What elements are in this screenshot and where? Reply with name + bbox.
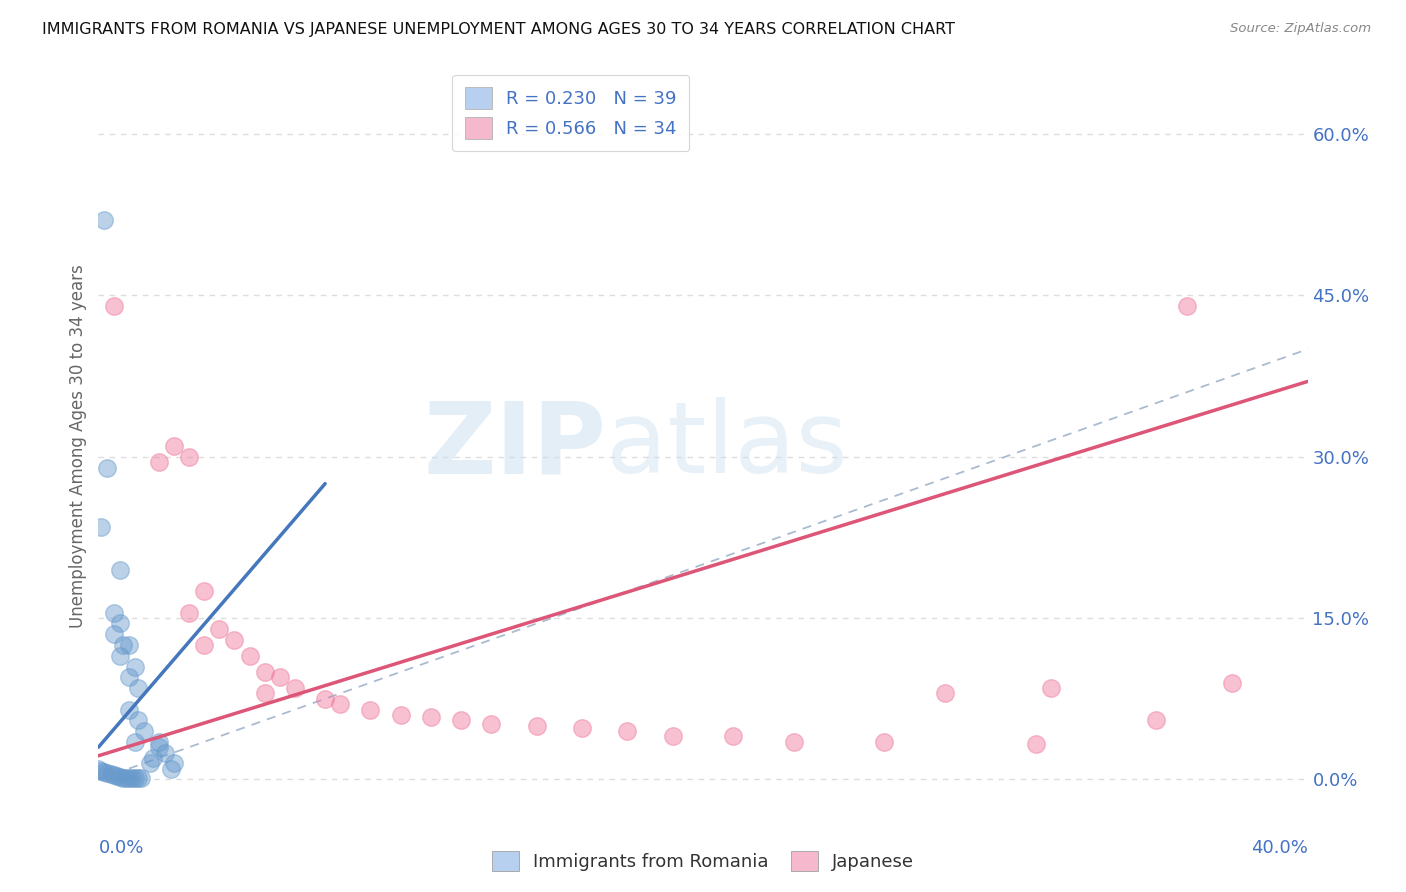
Point (111, 638, 134, 652)
Point (179, 606, 201, 620)
Point (148, 740, 170, 755)
Point (873, 735, 896, 749)
Point (118, 772, 141, 786)
Point (142, 751, 165, 765)
Point (1024, 737, 1046, 751)
Point (127, 714, 149, 728)
Point (108, 563, 131, 577)
Point (1144, 714, 1167, 728)
Point (661, 730, 683, 744)
Point (127, 772, 149, 786)
Point (103, 768, 125, 782)
Point (148, 455, 170, 469)
Point (124, 772, 146, 786)
Point (118, 702, 141, 716)
Text: ZIP: ZIP (423, 398, 606, 494)
Point (153, 746, 176, 760)
Y-axis label: Unemployment Among Ages 30 to 34 years: Unemployment Among Ages 30 to 34 years (69, 264, 87, 628)
Point (723, 730, 745, 744)
Point (93, 213, 115, 227)
Point (571, 721, 593, 735)
Point (108, 616, 131, 631)
Point (783, 735, 806, 749)
Point (111, 772, 134, 786)
Point (224, 632, 246, 647)
Point (179, 450, 201, 464)
Point (526, 719, 548, 733)
Text: Source: ZipAtlas.com: Source: ZipAtlas.com (1230, 22, 1371, 36)
Point (389, 707, 412, 722)
Point (284, 681, 307, 695)
Legend: Immigrants from Romania, Japanese: Immigrants from Romania, Japanese (485, 844, 921, 879)
Point (93, 764, 115, 779)
Point (139, 756, 162, 771)
Point (420, 710, 443, 724)
Point (163, 756, 186, 771)
Text: atlas: atlas (606, 398, 848, 494)
Point (163, 439, 186, 453)
Point (1175, 299, 1198, 313)
Point (481, 716, 503, 731)
Point (108, 770, 131, 784)
Point (105, 769, 128, 783)
Point (100, 767, 122, 781)
Point (124, 659, 146, 673)
Point (108, 648, 131, 663)
Point (114, 772, 136, 786)
Point (96, 460, 118, 475)
Point (124, 735, 146, 749)
Point (1220, 675, 1243, 690)
Point (160, 762, 183, 776)
Point (118, 638, 141, 652)
Point (103, 299, 125, 313)
Point (616, 724, 638, 739)
Point (132, 724, 155, 739)
Point (360, 702, 382, 716)
Point (329, 697, 352, 711)
Point (253, 686, 276, 700)
Text: IMMIGRANTS FROM ROMANIA VS JAPANESE UNEMPLOYMENT AMONG AGES 30 TO 34 YEARS CORRE: IMMIGRANTS FROM ROMANIA VS JAPANESE UNEM… (42, 22, 955, 37)
Text: 40.0%: 40.0% (1251, 838, 1308, 856)
Text: 0.0%: 0.0% (98, 838, 143, 856)
Point (103, 627, 125, 641)
Point (208, 622, 231, 636)
Point (193, 638, 215, 652)
Point (239, 648, 262, 663)
Point (934, 686, 956, 700)
Point (127, 681, 149, 695)
Point (1039, 681, 1062, 695)
Point (450, 714, 472, 728)
Point (96, 766, 118, 780)
Point (90, 764, 112, 778)
Legend: R = 0.230   N = 39, R = 0.566   N = 34: R = 0.230 N = 39, R = 0.566 N = 34 (453, 75, 689, 152)
Point (253, 665, 276, 679)
Point (269, 670, 291, 684)
Point (129, 772, 152, 786)
Point (314, 691, 336, 706)
Point (90, 519, 112, 533)
Point (121, 772, 143, 786)
Point (193, 584, 215, 599)
Point (118, 670, 141, 684)
Point (148, 735, 170, 749)
Point (87, 762, 110, 776)
Point (103, 606, 125, 620)
